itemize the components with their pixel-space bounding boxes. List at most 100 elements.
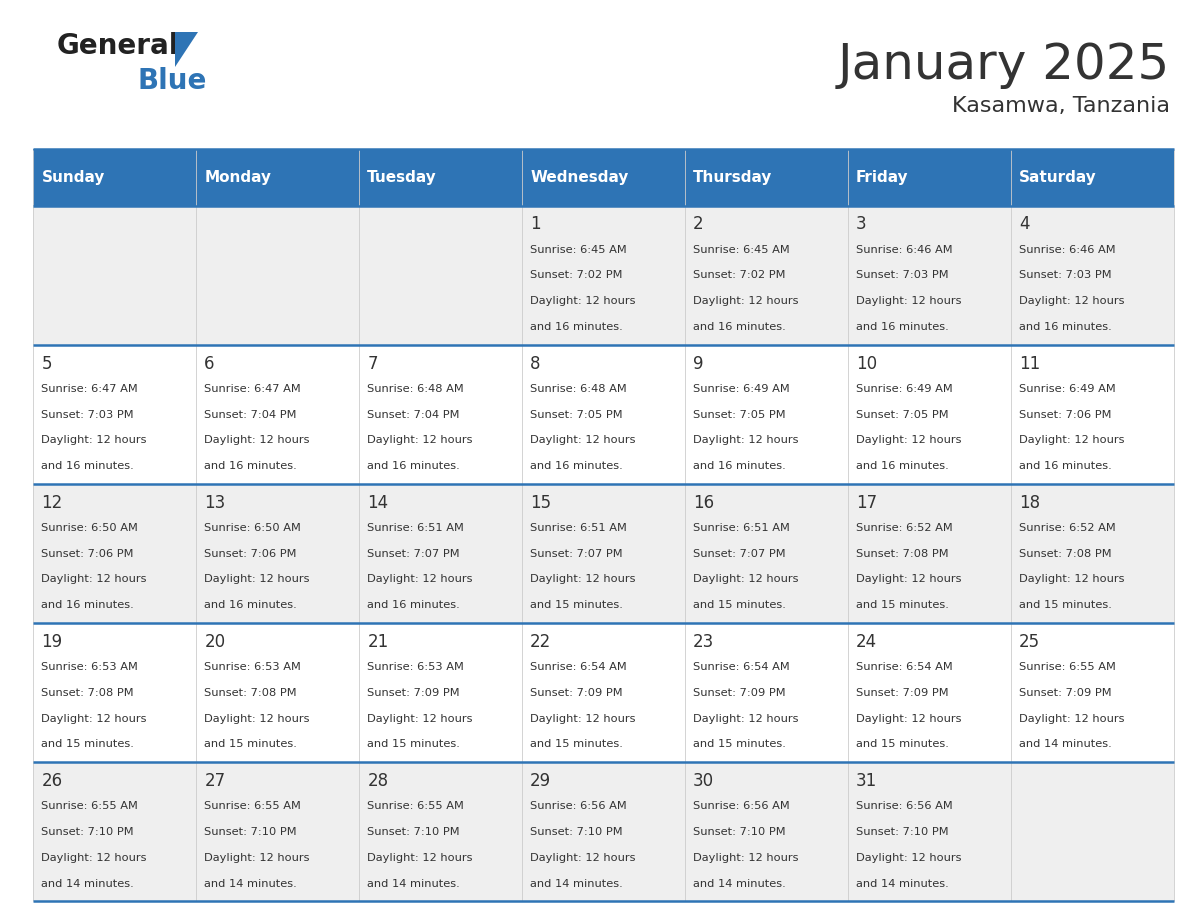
Text: Wednesday: Wednesday xyxy=(530,170,628,185)
Text: Sunrise: 6:46 AM: Sunrise: 6:46 AM xyxy=(1019,244,1116,254)
Text: Daylight: 12 hours: Daylight: 12 hours xyxy=(857,575,961,585)
Text: and 16 minutes.: and 16 minutes. xyxy=(1019,461,1112,471)
Bar xyxy=(33,149,196,206)
Bar xyxy=(848,345,1011,484)
Text: Sunrise: 6:45 AM: Sunrise: 6:45 AM xyxy=(530,244,627,254)
Text: and 15 minutes.: and 15 minutes. xyxy=(857,739,949,749)
Text: Daylight: 12 hours: Daylight: 12 hours xyxy=(857,297,961,306)
Text: Sunrise: 6:56 AM: Sunrise: 6:56 AM xyxy=(530,801,627,812)
Text: Sunset: 7:05 PM: Sunset: 7:05 PM xyxy=(693,409,785,420)
Text: Daylight: 12 hours: Daylight: 12 hours xyxy=(530,297,636,306)
Text: and 16 minutes.: and 16 minutes. xyxy=(367,461,460,471)
Text: Sunset: 7:06 PM: Sunset: 7:06 PM xyxy=(1019,409,1112,420)
Text: and 16 minutes.: and 16 minutes. xyxy=(204,600,297,610)
Text: Sunset: 7:02 PM: Sunset: 7:02 PM xyxy=(693,270,785,280)
Bar xyxy=(359,149,522,206)
Bar xyxy=(522,345,685,484)
Text: Sunrise: 6:54 AM: Sunrise: 6:54 AM xyxy=(693,662,790,672)
Text: Daylight: 12 hours: Daylight: 12 hours xyxy=(693,713,798,723)
Text: Sunset: 7:05 PM: Sunset: 7:05 PM xyxy=(530,409,623,420)
Text: Daylight: 12 hours: Daylight: 12 hours xyxy=(693,575,798,585)
Text: Daylight: 12 hours: Daylight: 12 hours xyxy=(367,435,473,445)
Text: Sunrise: 6:50 AM: Sunrise: 6:50 AM xyxy=(204,523,302,533)
Text: Daylight: 12 hours: Daylight: 12 hours xyxy=(530,575,636,585)
Text: and 14 minutes.: and 14 minutes. xyxy=(530,879,623,889)
Text: 7: 7 xyxy=(367,354,378,373)
Text: Daylight: 12 hours: Daylight: 12 hours xyxy=(693,853,798,863)
Text: Daylight: 12 hours: Daylight: 12 hours xyxy=(42,713,147,723)
Bar xyxy=(1011,345,1174,484)
Text: Daylight: 12 hours: Daylight: 12 hours xyxy=(857,713,961,723)
Text: Sunset: 7:10 PM: Sunset: 7:10 PM xyxy=(367,827,460,837)
Bar xyxy=(33,623,196,762)
Bar xyxy=(522,762,685,901)
Text: Daylight: 12 hours: Daylight: 12 hours xyxy=(42,853,147,863)
Text: 25: 25 xyxy=(1019,633,1040,651)
Text: Sunset: 7:10 PM: Sunset: 7:10 PM xyxy=(857,827,949,837)
Text: Sunset: 7:09 PM: Sunset: 7:09 PM xyxy=(1019,688,1112,698)
Text: Sunset: 7:05 PM: Sunset: 7:05 PM xyxy=(857,409,949,420)
Text: and 15 minutes.: and 15 minutes. xyxy=(1019,600,1112,610)
Text: 29: 29 xyxy=(530,772,551,790)
Text: 8: 8 xyxy=(530,354,541,373)
Text: and 14 minutes.: and 14 minutes. xyxy=(1019,739,1112,749)
Text: Daylight: 12 hours: Daylight: 12 hours xyxy=(693,297,798,306)
Text: Sunrise: 6:50 AM: Sunrise: 6:50 AM xyxy=(42,523,138,533)
Text: Sunrise: 6:47 AM: Sunrise: 6:47 AM xyxy=(42,384,138,394)
Text: and 16 minutes.: and 16 minutes. xyxy=(367,600,460,610)
Text: 9: 9 xyxy=(693,354,703,373)
Text: Daylight: 12 hours: Daylight: 12 hours xyxy=(367,713,473,723)
Text: 5: 5 xyxy=(42,354,52,373)
Text: and 16 minutes.: and 16 minutes. xyxy=(857,322,949,331)
Text: Sunrise: 6:45 AM: Sunrise: 6:45 AM xyxy=(693,244,790,254)
Text: Sunrise: 6:49 AM: Sunrise: 6:49 AM xyxy=(857,384,953,394)
Text: Tuesday: Tuesday xyxy=(367,170,437,185)
Text: and 14 minutes.: and 14 minutes. xyxy=(42,879,134,889)
Text: Sunset: 7:09 PM: Sunset: 7:09 PM xyxy=(367,688,460,698)
Text: and 16 minutes.: and 16 minutes. xyxy=(693,461,786,471)
Text: General: General xyxy=(57,32,179,61)
Bar xyxy=(1011,762,1174,901)
Bar xyxy=(522,206,685,345)
Text: 28: 28 xyxy=(367,772,388,790)
Text: 17: 17 xyxy=(857,494,877,511)
Bar xyxy=(196,484,359,623)
Bar xyxy=(848,623,1011,762)
Bar xyxy=(685,762,848,901)
Text: 20: 20 xyxy=(204,633,226,651)
Text: 18: 18 xyxy=(1019,494,1040,511)
Text: Sunrise: 6:53 AM: Sunrise: 6:53 AM xyxy=(367,662,465,672)
Text: Sunrise: 6:51 AM: Sunrise: 6:51 AM xyxy=(367,523,465,533)
Text: Sunrise: 6:55 AM: Sunrise: 6:55 AM xyxy=(1019,662,1116,672)
Text: Daylight: 12 hours: Daylight: 12 hours xyxy=(204,853,310,863)
Bar xyxy=(685,623,848,762)
Bar xyxy=(522,149,685,206)
Text: 1: 1 xyxy=(530,216,541,233)
Text: 31: 31 xyxy=(857,772,877,790)
Bar xyxy=(196,149,359,206)
Bar xyxy=(196,206,359,345)
Text: Sunset: 7:10 PM: Sunset: 7:10 PM xyxy=(530,827,623,837)
Text: Sunset: 7:08 PM: Sunset: 7:08 PM xyxy=(204,688,297,698)
Text: 16: 16 xyxy=(693,494,714,511)
Bar xyxy=(848,484,1011,623)
Text: Sunrise: 6:55 AM: Sunrise: 6:55 AM xyxy=(42,801,138,812)
Text: and 16 minutes.: and 16 minutes. xyxy=(530,322,623,331)
Text: Sunset: 7:06 PM: Sunset: 7:06 PM xyxy=(42,549,134,559)
Text: Daylight: 12 hours: Daylight: 12 hours xyxy=(1019,297,1125,306)
Text: Sunset: 7:04 PM: Sunset: 7:04 PM xyxy=(367,409,460,420)
Text: Sunset: 7:09 PM: Sunset: 7:09 PM xyxy=(693,688,785,698)
Bar xyxy=(685,206,848,345)
Text: Sunday: Sunday xyxy=(42,170,105,185)
Bar xyxy=(522,623,685,762)
Text: Sunset: 7:10 PM: Sunset: 7:10 PM xyxy=(42,827,134,837)
Text: Sunset: 7:06 PM: Sunset: 7:06 PM xyxy=(204,549,297,559)
Text: Daylight: 12 hours: Daylight: 12 hours xyxy=(367,853,473,863)
Bar xyxy=(1011,484,1174,623)
Text: 13: 13 xyxy=(204,494,226,511)
Text: Sunrise: 6:46 AM: Sunrise: 6:46 AM xyxy=(857,244,953,254)
Text: and 16 minutes.: and 16 minutes. xyxy=(1019,322,1112,331)
Text: Sunrise: 6:47 AM: Sunrise: 6:47 AM xyxy=(204,384,301,394)
Text: Sunrise: 6:49 AM: Sunrise: 6:49 AM xyxy=(693,384,790,394)
Text: Daylight: 12 hours: Daylight: 12 hours xyxy=(204,575,310,585)
